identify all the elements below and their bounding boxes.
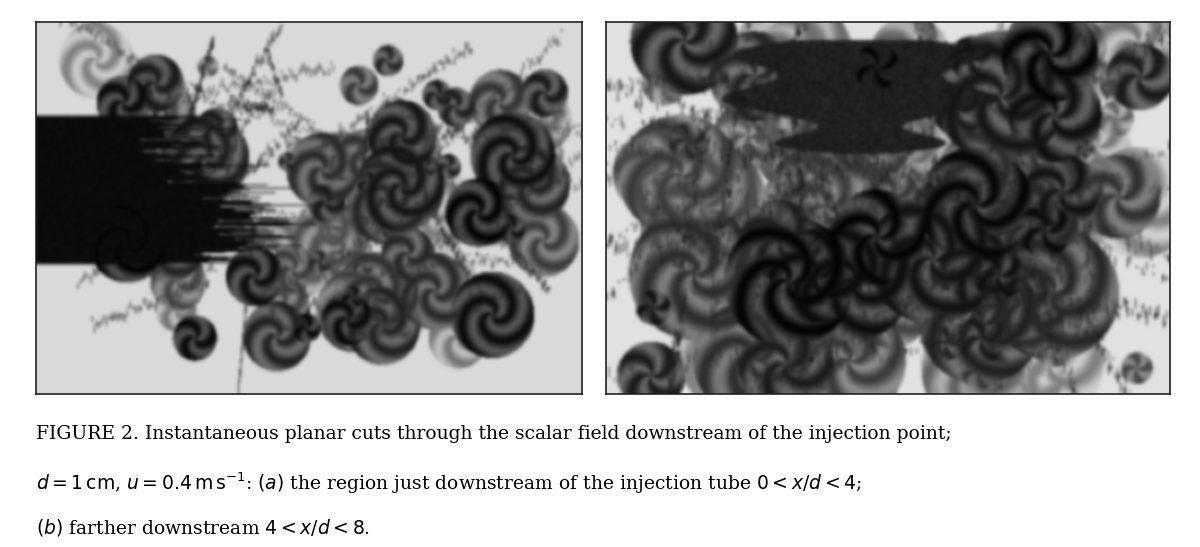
Text: FIGURE 2. Instantaneous planar cuts through the scalar field downstream of the i: FIGURE 2. Instantaneous planar cuts thro… [36,426,952,443]
Text: $(b)$ farther downstream $4 < x/d < 8$.: $(b)$ farther downstream $4 < x/d < 8$. [36,517,370,538]
Text: $d = 1\,\mathrm{cm}$, $u = 0.4\,\mathrm{m\,s^{-1}}$: $(a)$ the region just downs: $d = 1\,\mathrm{cm}$, $u = 0.4\,\mathrm{… [36,470,862,496]
